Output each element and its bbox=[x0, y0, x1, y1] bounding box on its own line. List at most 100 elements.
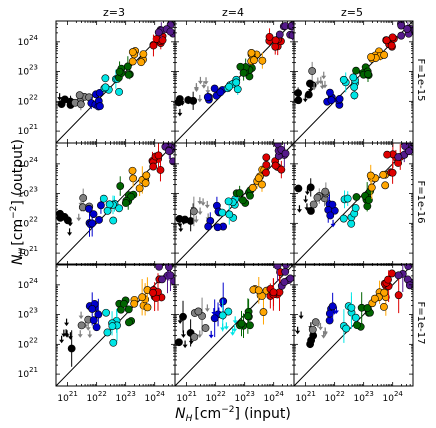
upper-limit-arrowhead bbox=[87, 334, 93, 339]
data-point bbox=[342, 324, 351, 333]
x-tick-label-exp: 24 bbox=[394, 390, 403, 398]
data-point bbox=[116, 182, 125, 190]
data-point bbox=[238, 196, 247, 205]
upper-limit-arrowhead bbox=[205, 90, 211, 94]
data-point bbox=[265, 32, 274, 41]
y-tick-label-exp: 24 bbox=[29, 156, 38, 164]
data-point bbox=[102, 308, 110, 317]
data-point bbox=[350, 91, 359, 100]
upper-limit-arrowhead bbox=[308, 89, 314, 93]
upper-limit-arrowhead bbox=[216, 311, 222, 316]
y-tick-label-base: 10 bbox=[18, 38, 30, 48]
x-tick-label-base: 10 bbox=[57, 394, 69, 404]
data-point bbox=[101, 74, 110, 83]
data-point bbox=[248, 183, 257, 192]
data-point bbox=[258, 56, 267, 65]
panel-r1-c2 bbox=[293, 142, 414, 266]
data-point bbox=[370, 294, 379, 303]
column-title-z3: z=3 bbox=[103, 6, 125, 19]
data-point bbox=[277, 165, 286, 174]
upper-limit-arrowhead bbox=[197, 80, 203, 85]
x-tick-label-exp: 23 bbox=[246, 390, 255, 398]
upper-limit-arrowhead bbox=[64, 322, 70, 327]
data-point bbox=[308, 67, 317, 75]
data-point bbox=[288, 31, 294, 40]
data-point bbox=[84, 204, 93, 213]
data-point bbox=[352, 66, 360, 75]
x-tick-label: 1021 bbox=[57, 390, 77, 404]
x-axis-title-suffix: (input) bbox=[244, 406, 291, 422]
x-tick-label: 1023 bbox=[234, 390, 254, 404]
upper-limit-arrowhead bbox=[296, 209, 302, 213]
upper-limit-arrowhead bbox=[315, 81, 321, 86]
panel-r0-c2 bbox=[293, 20, 414, 144]
data-point bbox=[216, 88, 225, 97]
data-point bbox=[105, 200, 114, 209]
panel-plot-area bbox=[175, 21, 294, 143]
data-point bbox=[269, 288, 278, 297]
data-point bbox=[366, 171, 375, 180]
x-tick-label-base: 10 bbox=[115, 394, 127, 404]
data-point bbox=[166, 27, 175, 36]
y-tick-label-exp: 23 bbox=[29, 186, 38, 194]
data-point bbox=[236, 62, 245, 71]
upper-limit-arrowhead bbox=[67, 222, 73, 227]
data-point bbox=[363, 304, 372, 312]
data-point bbox=[92, 323, 101, 332]
data-point bbox=[254, 174, 263, 183]
x-tick-label: 1023 bbox=[115, 390, 135, 404]
panel-plot-area bbox=[56, 143, 175, 265]
data-point bbox=[382, 36, 391, 45]
upper-limit-arrowhead bbox=[232, 320, 238, 324]
data-point bbox=[364, 70, 372, 78]
data-point bbox=[306, 183, 315, 192]
data-point bbox=[165, 147, 173, 155]
data-point bbox=[347, 303, 356, 312]
upper-limit-arrowhead bbox=[298, 315, 304, 320]
data-point bbox=[275, 30, 284, 39]
data-point bbox=[282, 264, 290, 269]
data-point bbox=[381, 181, 390, 190]
data-point bbox=[175, 98, 183, 107]
upper-limit-arrowhead bbox=[197, 334, 203, 338]
panel-plot-area bbox=[56, 21, 175, 143]
panel-frame bbox=[293, 263, 414, 387]
x-tick-label-exp: 22 bbox=[217, 390, 226, 398]
upper-limit-arrowhead bbox=[180, 334, 186, 338]
data-point bbox=[124, 305, 133, 314]
upper-limit-arrowhead bbox=[322, 84, 328, 89]
data-point bbox=[115, 67, 124, 76]
data-point bbox=[271, 42, 280, 51]
upper-limit-arrowhead bbox=[319, 85, 325, 90]
upper-limit-arrowhead bbox=[315, 324, 321, 328]
data-point bbox=[271, 36, 280, 45]
upper-limit-arrowhead bbox=[64, 334, 70, 338]
data-point bbox=[135, 184, 144, 193]
x-tick-label-exp: 21 bbox=[69, 390, 78, 398]
data-point bbox=[281, 149, 290, 158]
data-point bbox=[139, 50, 148, 58]
data-point bbox=[194, 307, 203, 316]
x-tick-label-exp: 21 bbox=[188, 390, 197, 398]
data-point bbox=[179, 312, 187, 321]
data-point bbox=[97, 201, 105, 210]
data-point bbox=[204, 222, 213, 231]
data-point bbox=[271, 161, 280, 170]
data-point bbox=[405, 147, 413, 156]
y-tick-label: 1021 bbox=[18, 123, 38, 137]
y-axis-title-unit: [cm bbox=[10, 219, 26, 246]
upper-limit-arrowhead bbox=[311, 86, 317, 91]
panel-r0-c1 bbox=[174, 20, 295, 144]
data-point bbox=[154, 151, 163, 160]
row-label-f16: F=1e-16 bbox=[415, 181, 426, 224]
data-point bbox=[77, 321, 86, 330]
upper-limit-arrowhead bbox=[67, 232, 73, 236]
data-point bbox=[328, 200, 337, 209]
data-point bbox=[76, 100, 85, 109]
row-label-f15: F=1e-15 bbox=[415, 59, 426, 102]
upper-limit-arrowhead bbox=[322, 332, 328, 336]
data-point bbox=[103, 206, 112, 215]
data-point bbox=[125, 318, 133, 327]
data-point bbox=[95, 88, 104, 97]
panel-frame bbox=[293, 142, 414, 266]
